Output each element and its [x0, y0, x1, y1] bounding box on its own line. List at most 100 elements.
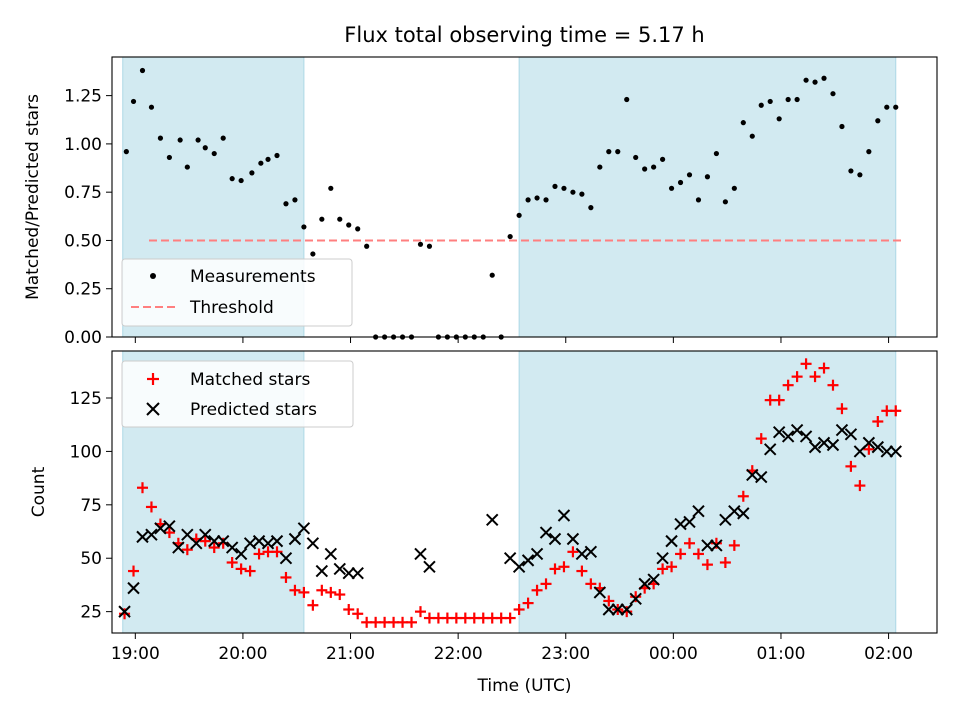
- predicted-star-point: [252, 534, 266, 548]
- matched-star-point: [630, 591, 642, 603]
- measurement-point: [238, 177, 244, 184]
- legend-measurements-label: Measurements: [190, 267, 316, 287]
- measurement-point: [821, 75, 827, 81]
- predicted-star-point: [826, 438, 840, 452]
- matched-star-point: [136, 482, 148, 494]
- y-tick-label: 100: [70, 442, 102, 462]
- matched-star-point: [818, 362, 830, 374]
- predicted-star-point: [306, 537, 320, 550]
- y-tick-label: 0.50: [64, 231, 102, 251]
- measurement-point: [220, 135, 226, 141]
- measurement-point: [148, 104, 155, 110]
- matched-star-point: [863, 443, 875, 455]
- measurement-point: [561, 185, 567, 191]
- predicted-star-point: [234, 547, 248, 561]
- predicted-star-point: [701, 539, 714, 552]
- top-panel: 0.00 0.25 0.50 0.75 1.00 1.25 Matched/Predict…: [23, 56, 938, 348]
- measurement-point: [310, 251, 316, 257]
- measurement-point: [794, 96, 800, 103]
- predicted-star-point: [423, 560, 436, 573]
- matched-star-point: [289, 584, 301, 596]
- x-axis-label: Time (UTC): [477, 676, 572, 696]
- measurement-point: [139, 67, 146, 74]
- matched-star-point: [621, 606, 633, 618]
- top-panel-legend: Measurements Threshold: [121, 258, 353, 327]
- y-tick-label: 1.00: [64, 135, 102, 155]
- measurement-point: [202, 145, 208, 151]
- measurement-point: [642, 166, 648, 172]
- measurement-point: [812, 79, 818, 85]
- matched-star-point: [854, 480, 866, 492]
- y-tick-label: 0.00: [64, 328, 102, 348]
- matched-star-point: [827, 379, 839, 391]
- measurement-point: [624, 96, 630, 103]
- predicted-star-point: [647, 573, 660, 586]
- y-tick-label: 0.75: [64, 183, 102, 203]
- matched-star-point: [692, 548, 704, 560]
- matched-star-point: [253, 548, 265, 560]
- measurement-point: [893, 104, 899, 110]
- predicted-star-point: [710, 539, 723, 552]
- predicted-star-point: [333, 562, 346, 576]
- predicted-star-point: [620, 603, 633, 616]
- predicted-star-point: [199, 528, 212, 541]
- matched-star-point: [567, 546, 579, 558]
- measurement-point: [758, 102, 764, 108]
- shaded-band: [518, 56, 897, 338]
- matched-star-point: [352, 608, 364, 620]
- matched-star-point: [890, 405, 902, 417]
- matched-star-point: [334, 589, 346, 601]
- matched-star-point: [145, 501, 157, 513]
- matched-star-point: [504, 612, 516, 624]
- predicted-star-point: [154, 522, 167, 535]
- measurement-point: [803, 77, 809, 83]
- x-tick-label: 00:00: [649, 644, 698, 664]
- matched-star-point: [836, 403, 848, 415]
- measurement-point: [668, 185, 675, 191]
- predicted-star-point: [575, 547, 589, 561]
- matched-star-point: [316, 584, 328, 596]
- measurement-point: [785, 96, 791, 103]
- predicted-star-point: [261, 537, 275, 550]
- predicted-star-point: [602, 603, 616, 616]
- matched-star-point: [325, 586, 337, 598]
- measurement-point: [489, 272, 495, 278]
- measurement-point: [633, 154, 639, 161]
- measurement-point: [534, 195, 540, 201]
- matched-star-point: [737, 490, 749, 502]
- measurement-point: [346, 222, 352, 228]
- y-tick-label: 75: [80, 496, 102, 516]
- top-panel-frame: [111, 56, 938, 338]
- predicted-star-point: [629, 592, 642, 606]
- matched-star-point: [271, 546, 283, 558]
- matched-star-point: [235, 563, 247, 575]
- measurement-point: [749, 133, 755, 139]
- bottom-panel-x-ticks: 19:00 20:00 21:00 22:00 23:00 00:00 01:00 02:00: [111, 633, 913, 664]
- measurement-point: [659, 156, 666, 162]
- matched-star-point: [701, 559, 713, 571]
- measurement-point: [552, 183, 558, 189]
- x-tick-label: 23:00: [541, 644, 590, 664]
- matched-star-point: [845, 460, 857, 472]
- measurement-point: [426, 243, 433, 249]
- predicted-star-point: [844, 428, 858, 441]
- matched-star-point: [791, 371, 803, 383]
- measurement-point: [543, 197, 549, 203]
- x-tick-label: 01:00: [756, 644, 805, 664]
- matched-star-point: [666, 561, 678, 573]
- measurement-point: [283, 201, 289, 207]
- shaded-band: [518, 350, 897, 634]
- predicted-star-point: [790, 423, 804, 437]
- predicted-star-point: [772, 425, 786, 439]
- predicted-star-point: [243, 537, 257, 550]
- predicted-star-point: [656, 552, 669, 565]
- matched-star-point: [809, 371, 821, 383]
- measurement-point: [516, 212, 522, 218]
- measurement-point: [776, 116, 782, 122]
- measurement-point: [229, 176, 235, 182]
- chart-title: Flux total observing time = 5.17 h: [344, 23, 704, 47]
- top-panel-y-ticks: 0.00 0.25 0.50 0.75 1.00 1.25: [64, 87, 112, 348]
- matched-star-point: [199, 535, 211, 547]
- predicted-star-point: [530, 547, 544, 561]
- matched-star-point: [773, 394, 785, 406]
